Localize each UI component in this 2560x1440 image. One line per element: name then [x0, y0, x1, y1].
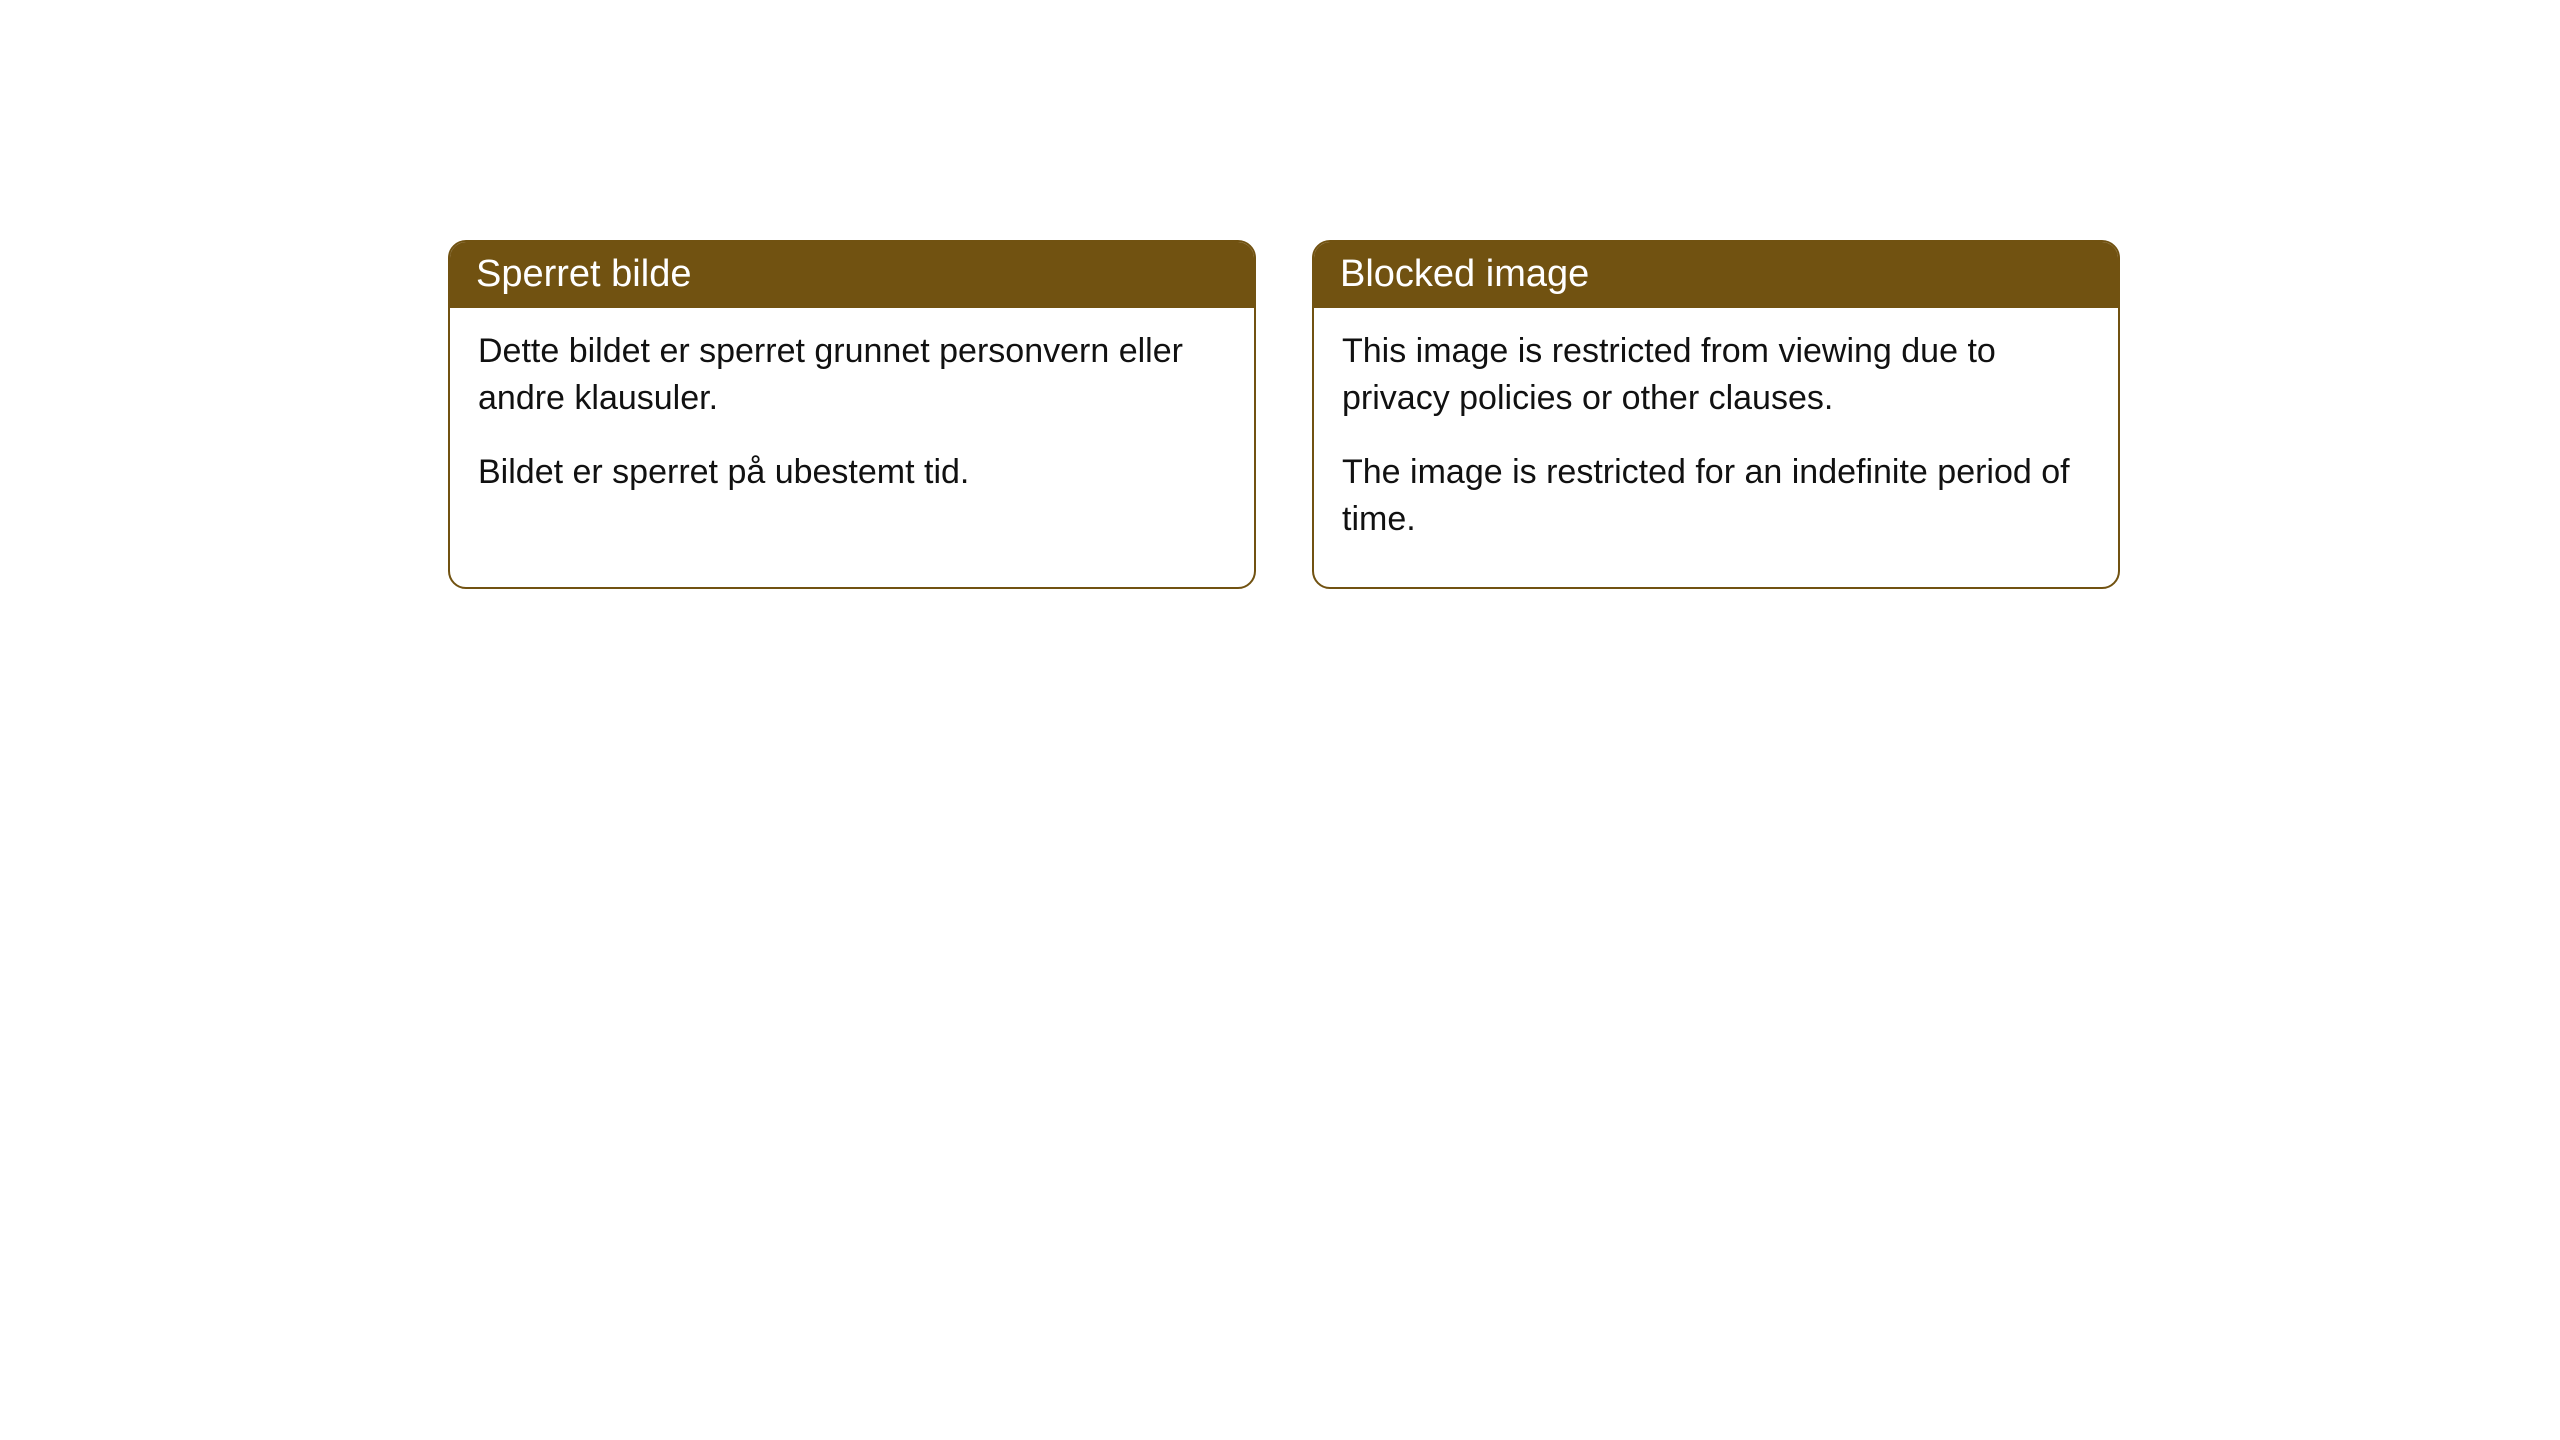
card-paragraph: The image is restricted for an indefinit…	[1342, 449, 2090, 543]
card-paragraph: This image is restricted from viewing du…	[1342, 328, 2090, 422]
card-header-norwegian: Sperret bilde	[450, 242, 1254, 308]
card-body-norwegian: Dette bildet er sperret grunnet personve…	[450, 308, 1254, 541]
card-paragraph: Dette bildet er sperret grunnet personve…	[478, 328, 1226, 422]
card-paragraph: Bildet er sperret på ubestemt tid.	[478, 449, 1226, 496]
card-body-english: This image is restricted from viewing du…	[1314, 308, 2118, 588]
cards-container: Sperret bilde Dette bildet er sperret gr…	[448, 240, 2120, 589]
card-header-english: Blocked image	[1314, 242, 2118, 308]
card-english: Blocked image This image is restricted f…	[1312, 240, 2120, 589]
card-norwegian: Sperret bilde Dette bildet er sperret gr…	[448, 240, 1256, 589]
